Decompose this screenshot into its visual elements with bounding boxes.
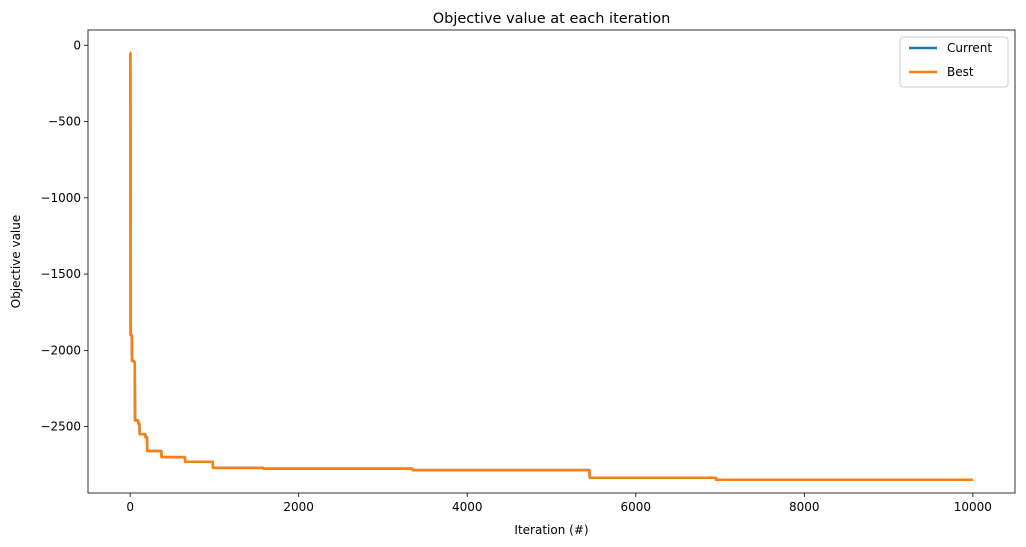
y-tick-label: −500 xyxy=(48,115,81,129)
legend-label-best: Best xyxy=(947,65,974,79)
y-tick-label: −2500 xyxy=(40,420,81,434)
series-layer xyxy=(129,51,973,481)
chart-title: Objective value at each iteration xyxy=(433,11,671,27)
x-tick-label: 8000 xyxy=(789,500,820,514)
x-tick-label: 4000 xyxy=(452,500,483,514)
x-tick-label: 2000 xyxy=(283,500,314,514)
y-tick-label: −2000 xyxy=(40,343,81,357)
x-axis-label: Iteration (#) xyxy=(514,523,588,537)
x-axis-ticks: 0 2000 4000 6000 8000 10000 xyxy=(126,493,992,514)
x-tick-label: 10000 xyxy=(954,500,992,514)
series-line-current xyxy=(129,51,973,481)
legend-box xyxy=(899,36,1009,88)
plot-frame xyxy=(87,29,1016,494)
x-tick-label: 0 xyxy=(126,500,134,514)
y-tick-label: −1000 xyxy=(40,191,81,205)
series-line-best xyxy=(129,51,973,481)
y-tick-label: 0 xyxy=(73,38,81,52)
legend-label-current: Current xyxy=(947,41,992,55)
y-tick-label: −1500 xyxy=(40,267,81,281)
y-axis-ticks: 0 −500 −1000 −1500 −2000 −2500 xyxy=(40,38,88,434)
x-tick-label: 6000 xyxy=(620,500,651,514)
legend: Current Best xyxy=(899,36,1009,88)
y-axis-label: Objective value xyxy=(9,215,23,309)
